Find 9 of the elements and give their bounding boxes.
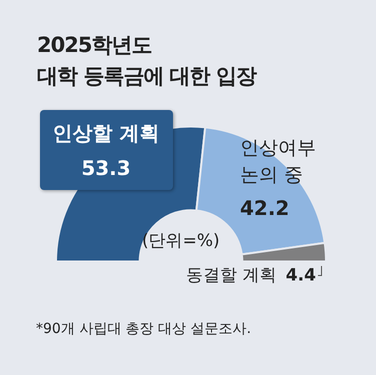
slice-label: 인상여부 논의 중 [240,136,316,186]
chart-title: 2025학년도 대학 등록금에 대한 입장 [37,32,256,90]
data-label: 42.2 [240,196,290,220]
text: (단위=%) [142,230,220,252]
data-label: 53.3 [81,156,131,180]
data-label: 4.4 [286,265,316,286]
slice-label: 인상할 계획 [52,121,160,146]
text: *90개 사립대 총장 대상 설문조사. [36,320,252,338]
slice-label: 동결할 계획 [186,265,276,286]
